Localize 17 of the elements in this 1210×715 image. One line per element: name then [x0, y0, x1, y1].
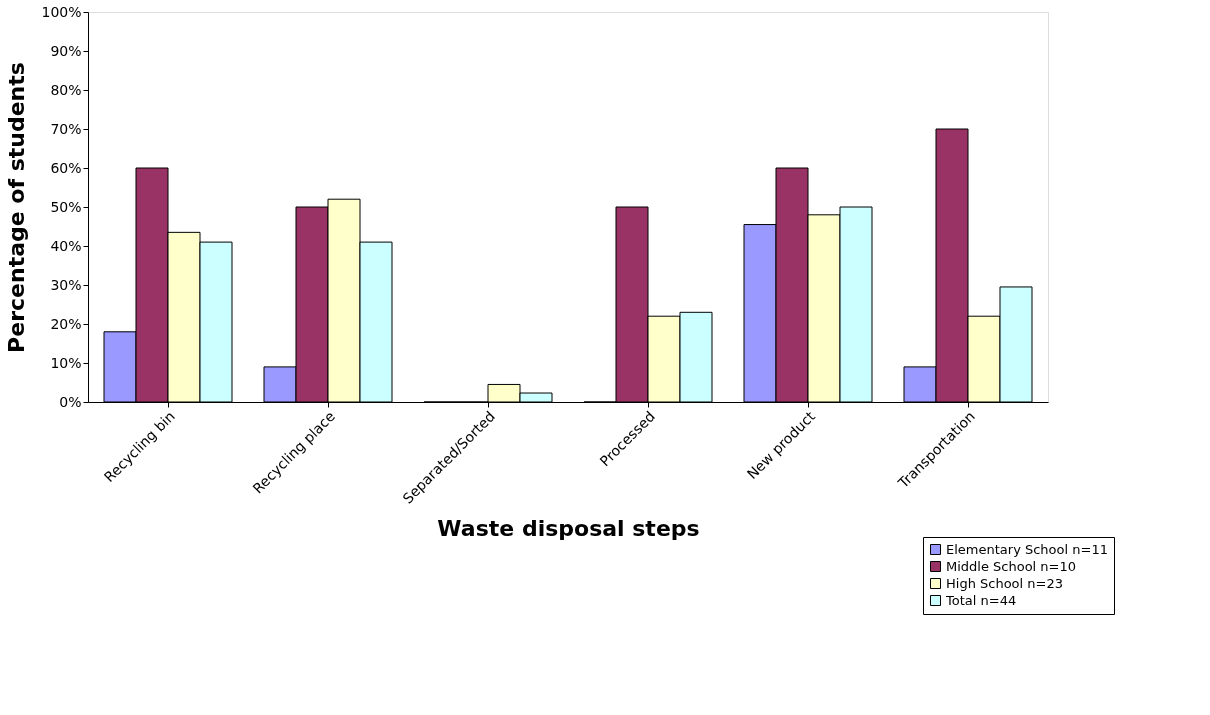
- y-tick-label: 80%: [50, 81, 82, 98]
- y-tick-label: 70%: [50, 120, 82, 137]
- y-tick-label: 40%: [50, 237, 82, 254]
- y-tick-label: 0%: [59, 393, 82, 410]
- legend-label: Total n=44: [945, 592, 1017, 608]
- y-axis-title: Percentage of students: [4, 62, 30, 353]
- y-tick-label: 60%: [50, 159, 82, 176]
- y-tick-label: 20%: [50, 315, 82, 332]
- y-tick-label: 90%: [50, 42, 82, 59]
- y-tick-label: 30%: [50, 276, 82, 293]
- y-tick-label: 10%: [50, 354, 82, 371]
- legend-label: High School n=23: [946, 575, 1063, 591]
- y-tick-label: 50%: [50, 198, 82, 215]
- legend-label: Middle School n=10: [946, 558, 1077, 574]
- y-tick-label: 100%: [41, 3, 82, 20]
- legend-label: Elementary School n=11: [946, 541, 1108, 557]
- x-axis-title: Waste disposal steps: [437, 515, 700, 541]
